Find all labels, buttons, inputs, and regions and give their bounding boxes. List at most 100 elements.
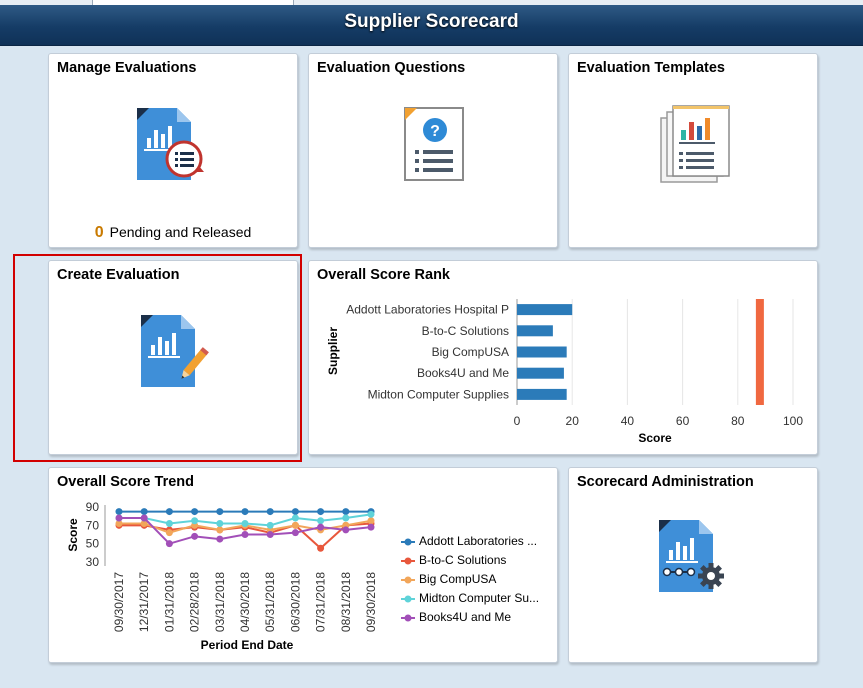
rank-bar[interactable] [517,388,567,400]
trend-data-point[interactable] [317,544,325,552]
tile-title: Overall Score Trend [57,474,195,490]
trend-data-point[interactable] [115,508,123,516]
legend-label: B-to-C Solutions [419,553,507,567]
rank-x-tick: 0 [514,414,521,428]
rank-category-label: Addott Laboratories Hospital P [346,303,509,317]
tile-evaluation-questions[interactable]: Evaluation Questions ? [308,53,558,248]
trend-x-tick: 02/28/2018 [188,572,202,632]
rank-x-tick: 60 [676,414,690,428]
trend-data-point[interactable] [241,531,249,538]
rank-category-label: B-to-C Solutions [422,324,509,338]
trend-data-point[interactable] [216,535,224,543]
pending-count: 0 [94,224,104,241]
trend-data-point[interactable] [367,510,375,518]
legend-marker [401,557,415,565]
page-title: Supplier Scorecard [344,11,519,32]
legend-item[interactable]: B-to-C Solutions [401,551,539,570]
trend-data-point[interactable] [216,508,224,516]
trend-data-point[interactable] [342,514,350,522]
trend-data-point[interactable] [241,508,249,516]
legend-item[interactable]: Addott Laboratories ... [401,532,539,551]
score-rank-chart: Addott Laboratories Hospital P B-to-C Sol… [326,299,803,445]
tile-overall-score-rank[interactable]: Overall Score Rank Addott Laboratories H… [308,260,818,455]
tile-manage-evaluations[interactable]: Manage Evaluations 0 Pending and Released [48,53,298,248]
trend-data-point[interactable] [291,521,299,529]
trend-x-tick: 01/31/2018 [162,572,176,632]
legend-label: Midton Computer Su... [419,591,540,605]
trend-data-point[interactable] [191,517,199,525]
legend-item[interactable]: Midton Computer Su... [401,589,539,608]
legend-label: Addott Laboratories ... [419,534,538,548]
trend-y-axis-label: Score [66,518,80,552]
trend-x-tick: 09/30/2017 [112,572,126,632]
trend-data-point[interactable] [241,520,249,527]
trend-data-point[interactable] [165,529,173,537]
trend-data-point[interactable] [140,508,148,516]
trend-y-tick: 70 [86,518,100,532]
trend-data-point[interactable] [317,508,325,516]
trend-data-point[interactable] [165,508,173,516]
tile-title: Evaluation Templates [577,60,725,76]
trend-x-tick: 08/31/2018 [339,572,353,632]
rank-category-label: Big CompUSA [432,345,509,359]
rank-bar[interactable] [517,346,567,358]
trend-data-point[interactable] [216,520,224,527]
rank-x-tick: 20 [566,414,580,428]
trend-data-point[interactable] [140,514,148,522]
rank-x-tick: 40 [621,414,635,428]
trend-data-point[interactable] [317,523,325,531]
legend-item[interactable]: Big CompUSA [401,570,539,589]
tile-title: Manage Evaluations [57,60,197,76]
trend-data-point[interactable] [165,520,173,527]
tile-title: Overall Score Rank [317,267,450,283]
tile-title: Evaluation Questions [317,60,466,76]
trend-data-point[interactable] [191,508,199,516]
trend-data-point[interactable] [266,521,274,529]
rank-y-axis-label: Supplier [326,327,340,375]
trend-data-point[interactable] [342,508,350,516]
browser-tab[interactable] [92,0,294,5]
trend-data-point[interactable] [216,526,224,534]
trend-data-point[interactable] [367,517,375,525]
trend-x-axis-label: Period End Date [201,638,294,652]
trend-data-point[interactable] [342,526,350,534]
tile-evaluation-templates[interactable]: Evaluation Templates [568,53,818,248]
trend-data-point[interactable] [266,531,274,538]
trend-y-tick: 90 [86,500,100,514]
trend-data-point[interactable] [367,523,375,531]
rank-x-tick: 80 [731,414,745,428]
trend-data-point[interactable] [191,532,199,540]
svg-text:?: ? [430,123,440,140]
trend-data-point[interactable] [317,517,325,525]
trend-data-point[interactable] [291,514,299,522]
trend-x-tick: 07/31/2018 [314,572,328,632]
trend-data-point[interactable] [140,520,148,527]
tile-selection-highlight [13,254,302,462]
rank-bar[interactable] [517,304,573,316]
rank-category-label: Midton Computer Supplies [368,387,509,401]
legend-item[interactable]: Books4U and Me [401,608,539,627]
trend-data-point[interactable] [165,540,173,548]
trend-x-tick: 12/31/2017 [137,572,151,632]
tile-scorecard-administration[interactable]: Scorecard Administration [568,467,818,663]
tile-create-evaluation[interactable]: Create Evaluation [48,260,298,455]
trend-data-point[interactable] [266,508,274,516]
document-chart-list-refresh-icon [137,108,204,180]
rank-reference-bar [755,299,764,405]
tile-overall-score-trend[interactable]: Overall Score Trend 30 50 70 90 09/30/2017 1… [48,467,558,663]
tile-title: Create Evaluation [57,267,180,283]
trend-data-point[interactable] [291,529,299,537]
trend-data-point[interactable] [115,520,123,527]
trend-x-tick: 09/30/2018 [364,572,378,632]
rank-category-label: Books4U and Me [417,366,509,380]
rank-bar[interactable] [517,325,553,337]
legend-label: Big CompUSA [419,572,497,586]
trend-data-point[interactable] [291,508,299,516]
rank-bar[interactable] [517,367,564,379]
trend-data-point[interactable] [115,514,123,522]
trend-x-tick: 06/30/2018 [288,572,302,632]
browser-tab-strip [0,0,863,5]
page-header: Supplier Scorecard [0,5,863,46]
document-question-icon: ? [404,107,464,181]
pending-label: Pending and Released [109,224,252,240]
